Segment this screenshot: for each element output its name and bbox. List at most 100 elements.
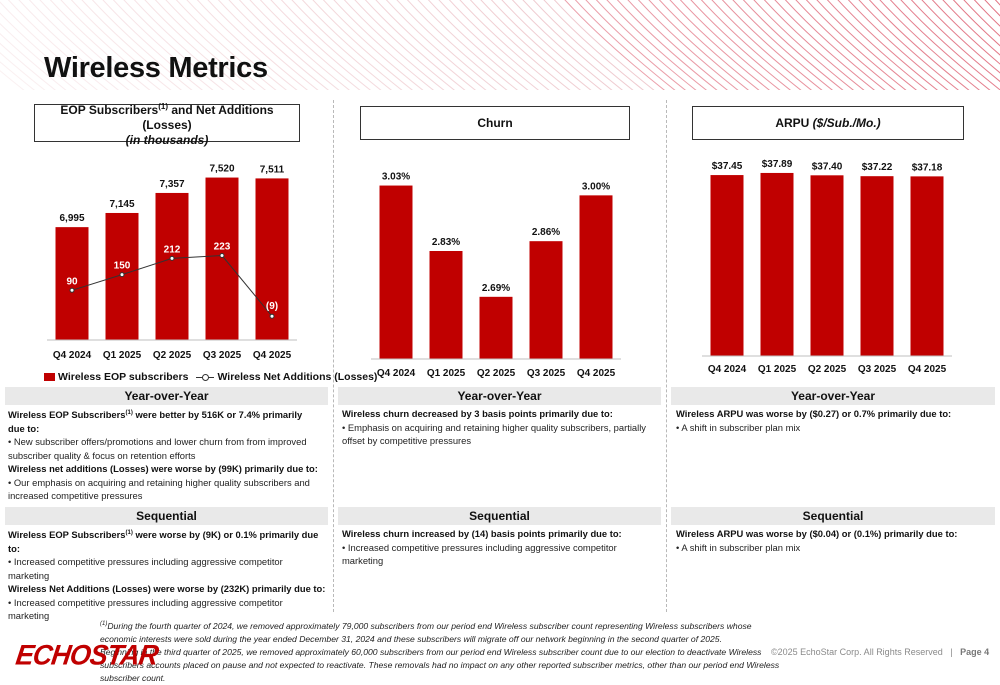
commentary-text: • Emphasis on acquiring and retaining hi… [342,421,646,447]
column-divider [333,100,334,612]
net-additions-label: 90 [66,276,78,287]
banner-stripe [375,0,477,90]
bar-data-label: 3.03% [382,172,410,183]
banner-stripe [301,0,403,90]
banner-stripe [837,0,939,90]
banner-stripe [595,0,697,90]
x-tick-label: Q1 2025 [103,350,142,361]
banner-stripe [574,0,676,90]
net-additions-point [119,272,125,278]
seq-band-churn: Sequential [338,507,661,525]
banner-stripe [0,52,46,90]
commentary-heading: Wireless net additions (Losses) were wor… [8,462,320,476]
banner-stripe [354,0,456,90]
banner-stripe [669,0,771,90]
banner-stripe [868,0,970,90]
yoy-band-churn: Year-over-Year [338,387,661,405]
commentary-heading: Wireless churn decreased by 3 basis poin… [342,407,647,421]
bar [910,176,944,356]
banner-stripe [39,0,141,90]
banner-stripe [70,0,172,90]
x-tick-label: Q1 2025 [758,364,797,375]
banner-stripe [270,0,372,90]
commentary-text: • Increased competitive pressures includ… [342,541,617,567]
commentary-text: were worse by (9K) or 0.1% primarily due… [8,529,319,554]
banner-stripe [858,0,960,90]
title-italic: ($/Sub./Mo.) [812,115,881,130]
commentary-heading: Wireless ARPU was worse by ($0.27) or 0.… [676,407,986,421]
seq-text-churn: Wireless churn increased by (14) basis p… [342,527,627,568]
banner-stripe [847,0,949,90]
subscribers-chart-legend: Wireless EOP subscribers Wireless Net Ad… [44,371,377,383]
commentary-text: Wireless churn decreased by 3 basis poin… [342,408,613,419]
net-additions-point [269,313,275,319]
commentary-bullet: • Emphasis on acquiring and retaining hi… [342,421,647,448]
banner-stripe [984,0,1000,17]
banner-stripe [921,0,1000,74]
banner-stripe [312,0,414,90]
banner-stripe [333,0,435,90]
banner-stripe [658,0,760,90]
banner-stripe [879,0,981,90]
bar-data-label: 3.00% [582,181,610,192]
bar [55,227,89,340]
banner-stripe [648,0,750,90]
commentary-heading: Wireless churn increased by (14) basis p… [342,527,627,541]
banner-stripe [889,0,991,90]
yoy-band-subscribers: Year-over-Year [5,387,328,405]
title-main: ARPU [775,115,813,130]
net-additions-label: 150 [114,261,131,272]
x-tick-label: Q4 2024 [53,350,92,361]
banner-stripe [585,0,687,90]
title-sup: (1) [158,101,169,111]
net-additions-point [219,253,225,259]
legend-bar-label: Wireless EOP subscribers [58,371,189,383]
banner-stripe [511,0,613,90]
banner-stripe [60,0,162,90]
bar [810,175,844,356]
commentary-bullet: • Increased competitive pressures includ… [8,555,326,582]
banner-stripe [690,0,792,90]
banner-stripe [81,0,183,90]
commentary-bullet: • New subscriber offers/promotions and l… [8,435,320,462]
bar [579,195,613,359]
title-sub: (in thousands) [125,132,209,147]
subscribers-chart-title: EOP Subscribers(1) and Net Additions (Lo… [34,101,300,147]
banner-stripe [763,0,865,90]
title-main: Churn [477,115,513,130]
banner-stripe [228,0,330,90]
banner-stripe [952,0,1000,47]
banner-stripe [0,42,57,90]
bar-data-label: 7,145 [109,199,134,210]
bar-data-label: 7,357 [159,179,184,190]
banner-stripe [438,0,540,90]
banner-stripe [91,0,193,90]
bar-data-label: 7,511 [260,164,285,175]
yoy-text-arpu: Wireless ARPU was worse by ($0.27) or 0.… [676,407,986,434]
x-tick-label: Q2 2025 [808,364,847,375]
banner-stripe [469,0,571,90]
x-tick-label: Q2 2025 [153,350,192,361]
banner-stripe [459,0,561,90]
banner-stripe [0,12,88,90]
footnote-ref: (1) [125,530,133,536]
bar-data-label: 2.69% [482,283,510,294]
banner-stripe [28,0,130,90]
banner-stripe [0,22,78,90]
banner-stripe [543,0,645,90]
banner-stripe [942,0,1000,56]
bar [479,296,513,359]
banner-stripe [249,0,351,90]
banner-stripe [553,0,655,90]
arpu-chart-title: ARPU ($/Sub./Mo.) [692,106,964,140]
net-additions-label: 223 [214,242,231,253]
banner-stripe [0,61,36,90]
banner-stripe [784,0,886,90]
bar [710,175,744,356]
banner-stripe [732,0,834,90]
commentary-heading: Wireless EOP Subscribers(1) were worse b… [8,527,326,555]
banner-stripe [0,70,25,90]
commentary-text: Wireless EOP Subscribers [8,529,126,541]
bar-data-label: $37.45 [712,161,743,172]
bar-data-label: $37.89 [762,159,793,170]
